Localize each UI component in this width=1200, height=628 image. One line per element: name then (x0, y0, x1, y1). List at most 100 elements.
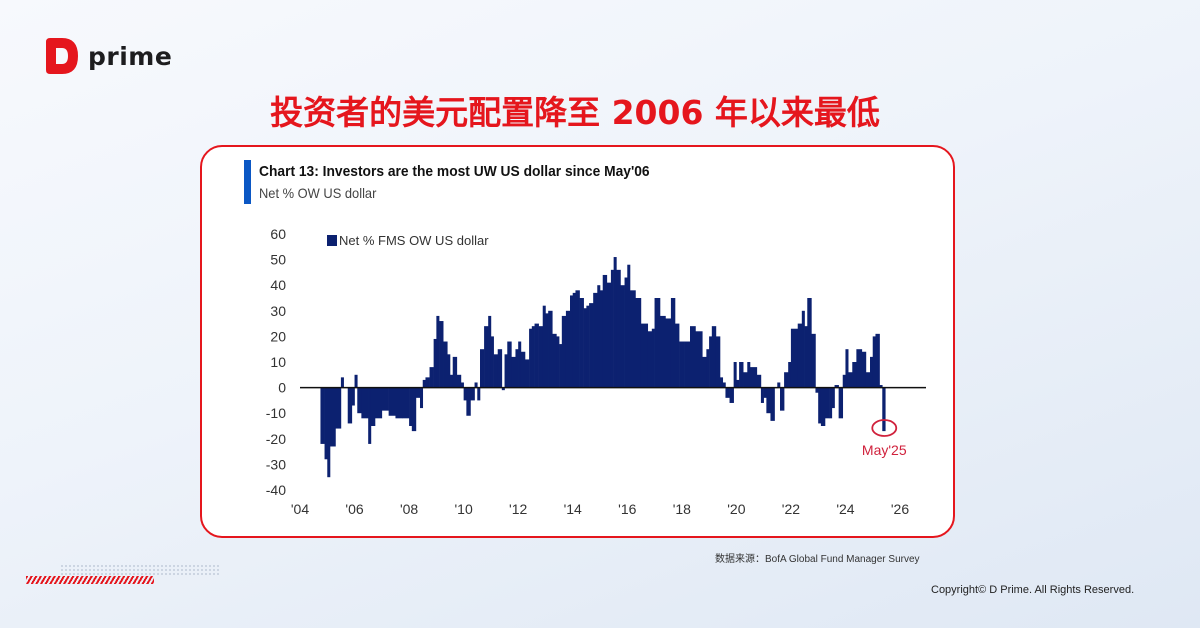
legend-label: Net % FMS OW US dollar (339, 233, 489, 248)
bar (460, 382, 464, 388)
bar (474, 382, 478, 388)
y-tick-label: 10 (270, 354, 286, 370)
y-tick-label: -20 (266, 431, 286, 447)
bar (616, 269, 621, 388)
bar (790, 328, 799, 388)
decorative-dots (60, 564, 220, 576)
bar (620, 285, 625, 388)
y-tick-label: 50 (270, 252, 286, 268)
bar (320, 387, 325, 444)
x-tick-label: '14 (564, 501, 582, 517)
bar (354, 374, 358, 388)
bar (804, 326, 808, 388)
bar (801, 310, 805, 388)
bar (838, 387, 844, 419)
bar (593, 292, 598, 388)
x-tick-label: '06 (345, 501, 363, 517)
bar (640, 323, 649, 388)
bar (370, 387, 376, 426)
bar (706, 349, 710, 388)
bar (725, 387, 730, 398)
y-tick-label: 20 (270, 328, 286, 344)
bar (702, 356, 707, 388)
d-prime-logo-icon (46, 38, 78, 74)
bar (597, 285, 601, 388)
bar (602, 274, 608, 388)
bar (493, 354, 499, 388)
bar (340, 377, 344, 388)
legend-swatch (327, 235, 337, 246)
bar (450, 374, 454, 388)
bar (865, 372, 871, 388)
decorative-stripes (26, 576, 154, 584)
x-tick-label: '04 (291, 501, 309, 517)
bar (743, 372, 748, 388)
bar (797, 323, 803, 388)
bar (829, 387, 833, 419)
x-tick-label: '22 (782, 501, 800, 517)
bar (739, 362, 744, 388)
bar (729, 387, 734, 403)
bar (606, 282, 612, 388)
y-tick-label: 60 (270, 226, 286, 242)
bar (848, 372, 853, 388)
bar (439, 321, 444, 388)
bar (589, 303, 594, 388)
bar (415, 387, 421, 398)
bar (463, 387, 467, 401)
bar (818, 387, 822, 424)
bar (433, 338, 437, 388)
x-tick-label: '16 (618, 501, 636, 517)
bar (763, 387, 767, 398)
bar (679, 341, 685, 388)
bar (456, 374, 462, 388)
x-tick-label: '08 (400, 501, 418, 517)
bar (651, 328, 655, 388)
bar (548, 310, 553, 388)
bar (834, 385, 839, 388)
bar (856, 349, 863, 388)
chart-subtitle: Net % OW US dollar (259, 185, 377, 201)
bar (624, 277, 628, 388)
source-note: 数据来源：BofA Global Fund Manager Survey (715, 554, 920, 565)
bar (875, 333, 880, 388)
bar (879, 385, 883, 388)
bar (770, 387, 775, 421)
bar (531, 326, 535, 388)
y-tick-label: 30 (270, 303, 286, 319)
bar (538, 326, 544, 388)
bar (711, 326, 717, 388)
bar (756, 374, 762, 388)
bar (715, 336, 721, 388)
bar (443, 341, 448, 388)
bar (409, 387, 413, 426)
bar (760, 387, 764, 403)
bar (542, 305, 546, 388)
bar (845, 349, 849, 388)
bar (422, 379, 426, 388)
bar (579, 298, 584, 388)
bar (784, 372, 789, 388)
bar (497, 349, 503, 388)
bar (572, 292, 576, 388)
bar (351, 387, 355, 406)
bar (511, 356, 516, 388)
bar (488, 315, 492, 388)
bar (470, 387, 475, 401)
bar (375, 387, 383, 419)
page-headline: 投资者的美元配置降至 2006 年以来最低 (270, 93, 880, 132)
x-tick-label: '24 (836, 501, 854, 517)
bar (534, 323, 539, 388)
bar (807, 298, 812, 388)
bar (722, 382, 726, 388)
bar (852, 362, 857, 388)
bar (613, 257, 617, 388)
bar (665, 318, 672, 388)
bar (565, 310, 571, 388)
bar (825, 387, 830, 419)
bar (820, 387, 826, 426)
bar (518, 341, 522, 388)
bar (515, 349, 519, 388)
y-tick-label: 0 (278, 380, 286, 396)
bar (504, 354, 508, 388)
